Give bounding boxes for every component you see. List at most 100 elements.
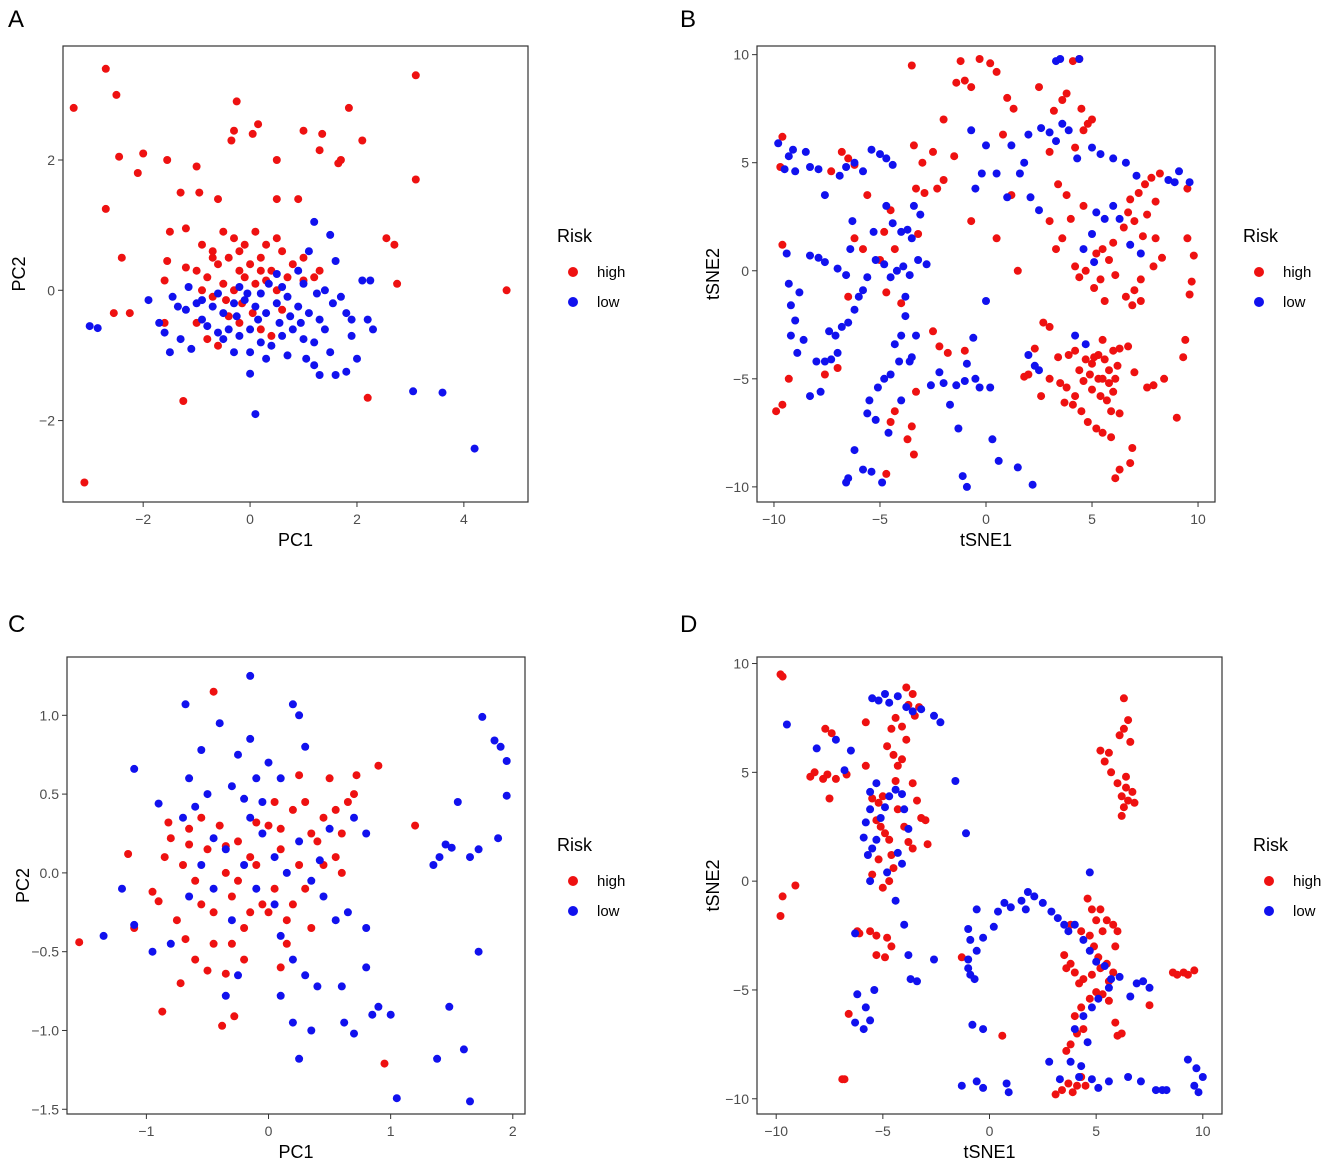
data-point-high [882, 469, 891, 478]
data-point-high [883, 742, 892, 751]
data-point-low [466, 853, 474, 862]
data-point-low [362, 829, 371, 838]
data-point-low [85, 322, 94, 331]
data-point-high [1126, 737, 1135, 746]
data-point-high [992, 234, 1001, 243]
data-point-high [1092, 249, 1101, 258]
data-point-low [154, 799, 163, 808]
data-point-low [209, 884, 218, 893]
data-point-low [369, 325, 377, 334]
data-point-high [1045, 322, 1054, 331]
data-point-high [1060, 951, 1069, 960]
data-point-low [264, 279, 273, 288]
data-point-low [994, 456, 1003, 465]
data-point-high [272, 234, 281, 243]
data-point-high [1113, 927, 1122, 936]
data-point-low [850, 305, 859, 314]
data-point-high [1143, 210, 1152, 219]
data-point-high [315, 146, 324, 155]
data-point-high [891, 713, 900, 722]
data-point-high [960, 76, 969, 85]
data-point-low [939, 379, 948, 388]
data-point-low [181, 700, 190, 709]
data-point-high [318, 129, 327, 138]
data-point-low [1198, 1073, 1207, 1081]
data-point-low [867, 145, 876, 154]
data-point-high [827, 167, 836, 176]
data-point-high [112, 90, 121, 99]
data-point-low [301, 742, 310, 751]
data-point-low [1030, 361, 1039, 370]
data-point-low [219, 309, 228, 318]
chart-panel-c: −1 0 1 2 −1.5 −1.0 −0.5 0.0 0.5 1.0 PC1 PC2 Risk high… [13, 656, 625, 1162]
data-point-low [971, 184, 980, 193]
data-point-high [1088, 359, 1096, 368]
data-point-low [884, 428, 893, 437]
data-point-high [1117, 792, 1126, 801]
data-point-low [876, 150, 884, 159]
data-point-low [891, 785, 900, 794]
data-point-low [972, 946, 981, 955]
data-point-high [1085, 931, 1094, 940]
data-point-high [344, 103, 353, 112]
data-point-low [246, 671, 255, 680]
data-point-low [256, 338, 265, 347]
data-point-high [319, 813, 328, 822]
data-point-low [331, 371, 340, 379]
data-point-high [1107, 768, 1116, 777]
data-point-high [859, 245, 867, 254]
data-point-high [390, 240, 399, 249]
data-point-low [1028, 480, 1037, 489]
data-point-low [846, 746, 855, 755]
data-point-low [315, 856, 324, 865]
data-point-high [254, 120, 263, 129]
data-point-high [222, 296, 230, 305]
data-point-low [1087, 1075, 1096, 1084]
data-point-low [243, 289, 252, 298]
y-tick-label: 5 [741, 764, 749, 780]
data-point-high [181, 224, 190, 233]
data-point-low [252, 884, 261, 893]
data-point-low [806, 392, 814, 401]
data-point-high [227, 136, 236, 145]
data-point-low [1004, 1088, 1013, 1097]
data-point-low [867, 467, 876, 476]
data-point-low [982, 297, 990, 305]
data-point-low [1092, 208, 1101, 217]
data-point-high [115, 152, 124, 161]
data-point-low [967, 126, 976, 135]
data-point-low [350, 1029, 358, 1038]
data-point-high [1020, 372, 1029, 381]
data-point-low [184, 283, 193, 291]
y-tick-label: 0 [47, 282, 55, 298]
data-point-low [392, 1094, 401, 1103]
data-point-high [820, 370, 829, 379]
data-point-low [854, 292, 863, 301]
data-point-low [307, 1026, 316, 1035]
data-point-high [117, 253, 126, 262]
data-point-low [1064, 126, 1073, 135]
data-point-low [868, 844, 877, 853]
y-tick-label: 10 [733, 656, 749, 672]
data-point-low [276, 774, 285, 783]
data-point-high [878, 883, 887, 892]
data-point-low [977, 169, 986, 178]
data-point-high [282, 916, 291, 925]
data-point-high [885, 835, 894, 844]
data-point-low [270, 853, 279, 862]
data-point-low [1045, 1057, 1054, 1066]
data-point-low [1007, 141, 1016, 150]
data-point-high [1102, 396, 1111, 405]
x-tick-label: −2 [135, 511, 151, 527]
data-point-low [926, 381, 935, 390]
data-point-low [814, 165, 823, 174]
data-point-low [844, 318, 853, 327]
data-point-low [1071, 331, 1080, 340]
data-point-high [1058, 96, 1067, 104]
data-point-low [885, 792, 894, 801]
data-point-low [278, 283, 287, 291]
data-point-high [1109, 387, 1118, 396]
data-point-low [342, 309, 351, 318]
data-point-low [251, 410, 260, 419]
